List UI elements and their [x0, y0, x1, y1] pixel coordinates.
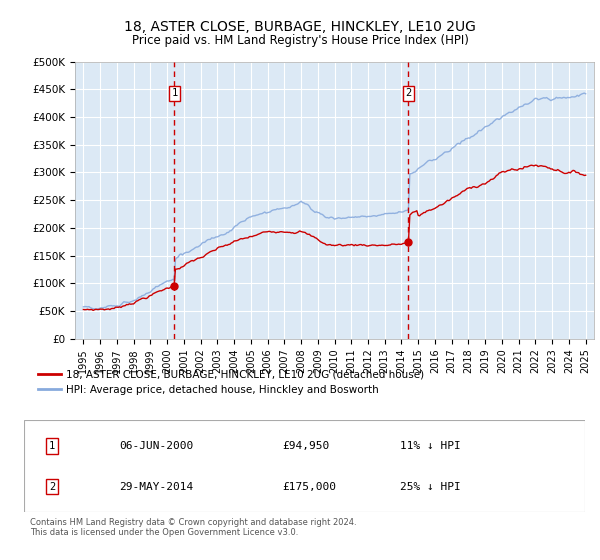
Text: £175,000: £175,000 — [282, 482, 336, 492]
Text: Contains HM Land Registry data © Crown copyright and database right 2024.
This d: Contains HM Land Registry data © Crown c… — [30, 518, 356, 538]
Text: Price paid vs. HM Land Registry's House Price Index (HPI): Price paid vs. HM Land Registry's House … — [131, 34, 469, 46]
Legend: 18, ASTER CLOSE, BURBAGE, HINCKLEY, LE10 2UG (detached house), HPI: Average pric: 18, ASTER CLOSE, BURBAGE, HINCKLEY, LE10… — [35, 366, 427, 398]
Text: 29-MAY-2014: 29-MAY-2014 — [119, 482, 194, 492]
Text: 1: 1 — [172, 88, 178, 99]
Text: 11% ↓ HPI: 11% ↓ HPI — [400, 441, 461, 451]
Text: 1: 1 — [49, 441, 55, 451]
Text: 2: 2 — [405, 88, 412, 99]
Text: 25% ↓ HPI: 25% ↓ HPI — [400, 482, 461, 492]
Text: 06-JUN-2000: 06-JUN-2000 — [119, 441, 194, 451]
Text: £94,950: £94,950 — [282, 441, 329, 451]
Text: 18, ASTER CLOSE, BURBAGE, HINCKLEY, LE10 2UG: 18, ASTER CLOSE, BURBAGE, HINCKLEY, LE10… — [124, 20, 476, 34]
Text: 2: 2 — [49, 482, 55, 492]
